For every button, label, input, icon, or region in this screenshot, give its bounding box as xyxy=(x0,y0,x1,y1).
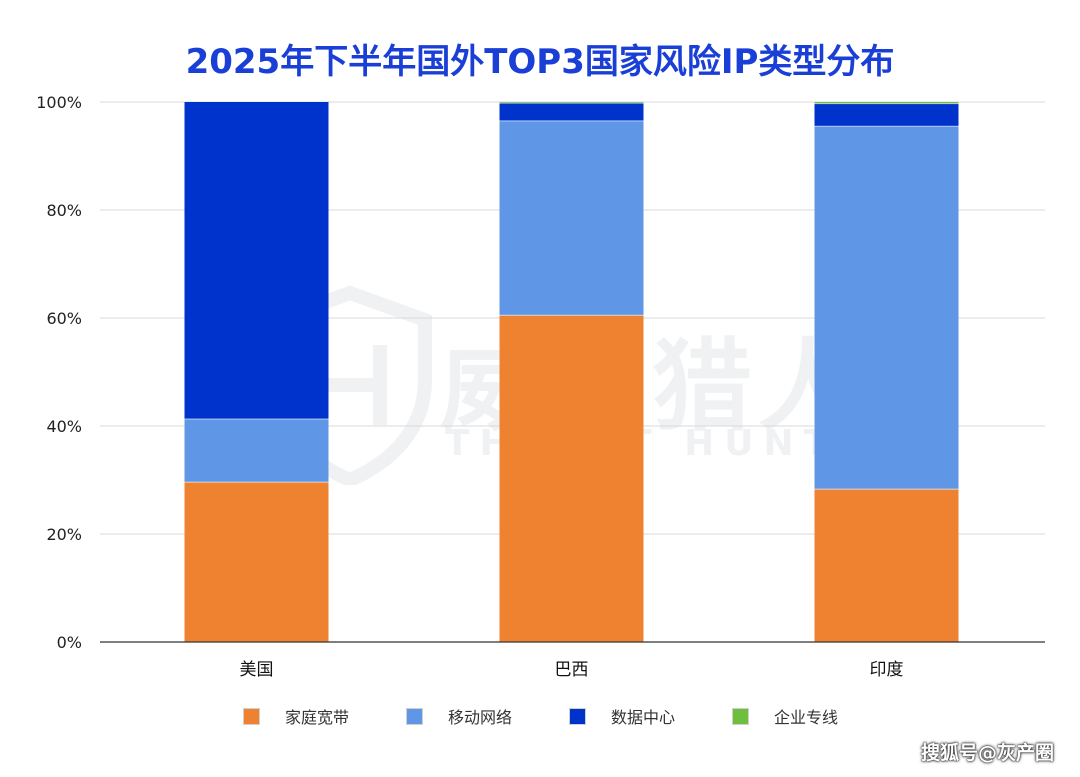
y-tick-label: 100% xyxy=(36,93,82,112)
bar-segment xyxy=(499,120,644,316)
legend-swatch xyxy=(406,707,423,725)
legend-label: 移动网络 xyxy=(448,708,513,727)
bar-segment xyxy=(499,315,644,642)
y-tick-label: 60% xyxy=(46,309,82,328)
chart-title: 2025年下半年国外TOP3国家风险IP类型分布 xyxy=(185,42,895,82)
legend-label: 企业专线 xyxy=(774,708,839,727)
bar-segment xyxy=(814,489,959,642)
legend-item: 企业专线 xyxy=(732,704,838,728)
bar-layer xyxy=(184,102,959,642)
bar-segment xyxy=(184,102,329,419)
bar-segment xyxy=(814,102,959,104)
legend-item: 数据中心 xyxy=(569,704,675,728)
legend-label: 家庭宽带 xyxy=(285,708,350,727)
axis-layer: 0% 20% 40% 60% 80% 100% 美国 巴西 印度 xyxy=(36,93,1045,680)
y-tick-label: 40% xyxy=(46,417,82,436)
bar-segment xyxy=(814,126,959,490)
legend-swatch xyxy=(732,707,749,725)
bar-segment xyxy=(499,102,644,104)
y-tick-label: 0% xyxy=(57,633,82,652)
y-tick-label: 20% xyxy=(46,525,82,544)
legend: 家庭宽带 移动网络 数据中心 企业专线 xyxy=(0,704,1080,728)
x-tick-label: 巴西 xyxy=(555,660,589,680)
bar-segment xyxy=(499,103,644,121)
bar-segment xyxy=(184,418,329,483)
x-tick-label: 美国 xyxy=(240,660,274,680)
legend-swatch xyxy=(243,707,260,725)
legend-item: 家庭宽带 xyxy=(243,704,349,728)
legend-swatch xyxy=(569,707,586,725)
legend-item: 移动网络 xyxy=(406,704,512,728)
legend-label: 数据中心 xyxy=(611,708,676,727)
bar-segment xyxy=(814,103,959,127)
bar-segment xyxy=(184,482,329,642)
y-tick-label: 80% xyxy=(46,201,82,220)
chart-plot: 0% 20% 40% 60% 80% 100% 美国 巴西 印度 xyxy=(36,93,1045,680)
x-tick-label: 印度 xyxy=(870,660,904,680)
source-watermark: 搜狐号@灰产圈 xyxy=(920,742,1054,764)
